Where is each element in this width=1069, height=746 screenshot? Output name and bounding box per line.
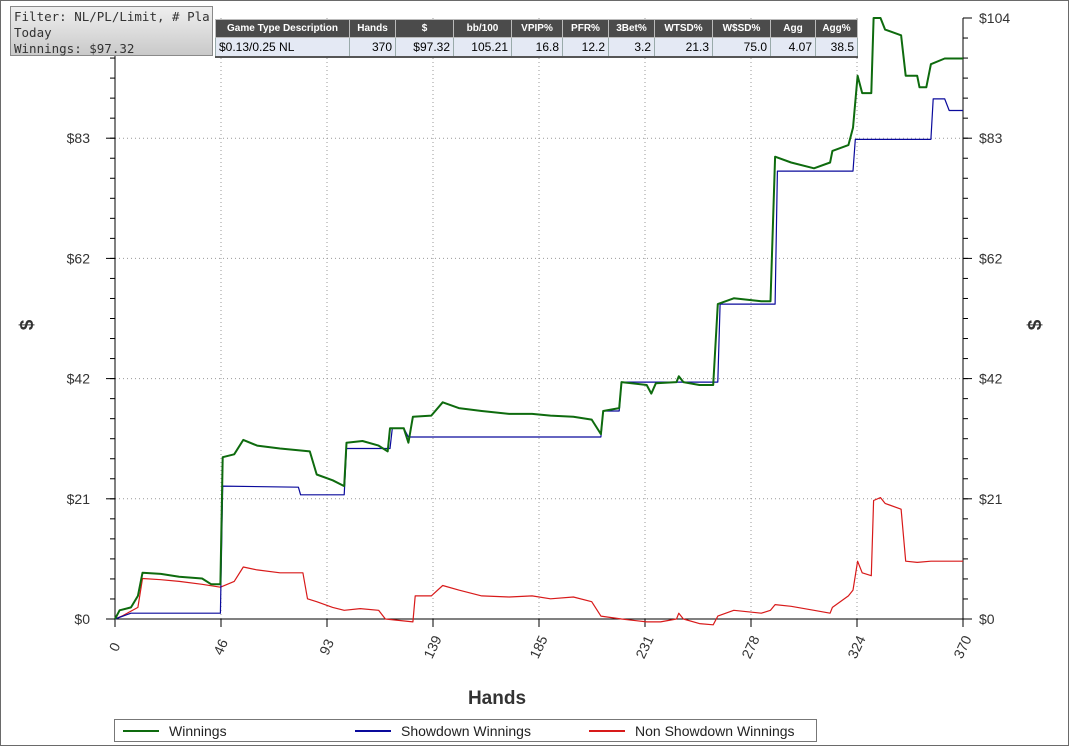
x-tick-label: 278 [738,633,762,661]
col-header[interactable]: PFR% [562,19,609,38]
table-cell: 75.0 [712,37,771,58]
table-cell: 3.2 [608,37,655,58]
table-cell: $97.32 [395,37,454,58]
col-header[interactable]: Hands [349,19,396,38]
col-header[interactable]: W$SD% [712,19,771,38]
y-tick-label: $83 [67,130,91,146]
x-tick-label: 370 [950,633,974,661]
table-row[interactable]: $0.13/0.25 NL 370 $97.32 105.21 16.8 12.… [215,37,858,58]
legend-swatch [589,729,625,732]
series-line-showdown-winnings [114,98,963,620]
y-tick-label: $62 [979,250,1003,266]
y-tick-label: $21 [67,491,91,507]
y-tick-label: $42 [67,371,91,387]
table-cell: 370 [349,37,396,58]
legend-item-showdown[interactable]: Showdown Winnings [355,720,531,741]
filter-winnings: Winnings: $97.32 [14,41,135,56]
x-tick-label: 324 [844,633,868,661]
legend-item-winnings[interactable]: Winnings [123,720,227,741]
y-tick-label: $83 [979,130,1003,146]
col-header[interactable]: $ [395,19,454,38]
col-header[interactable]: 3Bet% [608,19,655,38]
y-tick-label: $104 [979,10,1010,26]
filter-label: Filter: NL/PL/Limit, # Players [14,9,209,24]
col-header[interactable]: bb/100 [453,19,512,38]
x-tick-label: 139 [420,633,444,661]
table-cell: 4.07 [770,37,816,58]
stats-header-row: Game Type Description Hands $ bb/100 VPI… [215,19,858,38]
x-tick-label: 93 [316,636,337,657]
table-cell: $0.13/0.25 NL [215,37,350,58]
table-cell: 21.3 [654,37,713,58]
col-header[interactable]: Game Type Description [215,19,350,38]
col-header[interactable]: WTSD% [654,19,713,38]
x-tick-label: 46 [210,636,231,657]
stats-table: Game Type Description Hands $ bb/100 VPI… [215,19,858,58]
filter-info-box: Filter: NL/PL/Limit, # Players Today Win… [10,6,213,56]
legend-label: Showdown Winnings [401,722,531,739]
x-tick-label: 231 [632,633,656,661]
legend-swatch [355,729,391,732]
legend-item-non-showdown[interactable]: Non Showdown Winnings [589,720,795,741]
y-tick-label: $0 [74,611,90,627]
table-cell: 38.5 [815,37,858,58]
x-tick-label: 185 [526,633,550,661]
table-cell: 12.2 [562,37,609,58]
y-tick-label: $21 [979,491,1003,507]
x-axis-label: Hands [468,688,526,709]
y-tick-label: $0 [979,611,995,627]
col-header[interactable]: VPIP% [511,19,563,38]
x-tick-label: 0 [106,640,124,654]
col-header[interactable]: Agg% [815,19,858,38]
table-cell: 105.21 [453,37,512,58]
chart-legend: Winnings Showdown Winnings Non Showdown … [114,719,817,742]
legend-label: Non Showdown Winnings [635,722,795,739]
legend-swatch [123,729,159,732]
y-axis-label-right: $ [1025,319,1046,330]
table-cell: 16.8 [511,37,563,58]
y-axis-label-left: $ [17,319,38,330]
col-header[interactable]: Agg [770,19,816,38]
legend-label: Winnings [169,722,227,739]
y-tick-label: $42 [979,371,1003,387]
series-line-non-showdown-winnings [114,497,963,626]
series-line-winnings [114,17,963,620]
filter-period: Today [14,25,52,40]
y-tick-label: $62 [67,250,91,266]
